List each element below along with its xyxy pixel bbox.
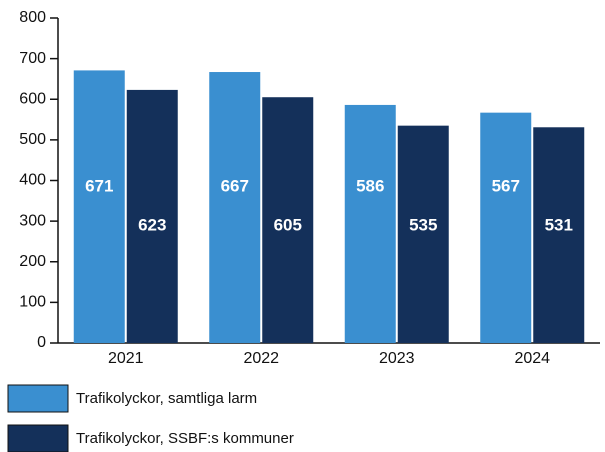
bar-label: 671 [85,176,113,195]
bar [73,70,125,343]
x-tick-label: 2023 [379,350,415,367]
y-tick-label: 200 [19,253,46,270]
x-tick-label: 2024 [514,350,550,367]
x-tick-label: 2021 [108,350,144,367]
legend-swatch [7,424,69,452]
y-tick-label: 600 [19,90,46,107]
bar [480,112,532,343]
legend-label: Trafikolyckor, samtliga larm [76,390,257,407]
bar [344,104,396,343]
y-tick-label: 0 [37,334,46,351]
y-tick-label: 500 [19,131,46,148]
bar-label: 531 [545,215,573,234]
y-tick-label: 800 [19,9,46,26]
bar-label: 667 [221,176,249,195]
y-tick-label: 300 [19,212,46,229]
bar-label: 535 [409,215,437,234]
bar-label: 623 [138,215,166,234]
y-tick-label: 400 [19,172,46,189]
bar [126,89,178,343]
bar [209,72,261,343]
bar-label: 586 [356,176,384,195]
bar [397,125,449,343]
bar [533,127,585,343]
y-tick-label: 100 [19,294,46,311]
legend-swatch [7,384,69,413]
bar [262,97,314,343]
y-tick-label: 700 [19,50,46,67]
x-tick-label: 2022 [243,350,279,367]
legend-label: Trafikolyckor, SSBF:s kommuner [76,430,294,447]
bar-label: 567 [492,176,520,195]
bar-label: 605 [274,215,302,234]
